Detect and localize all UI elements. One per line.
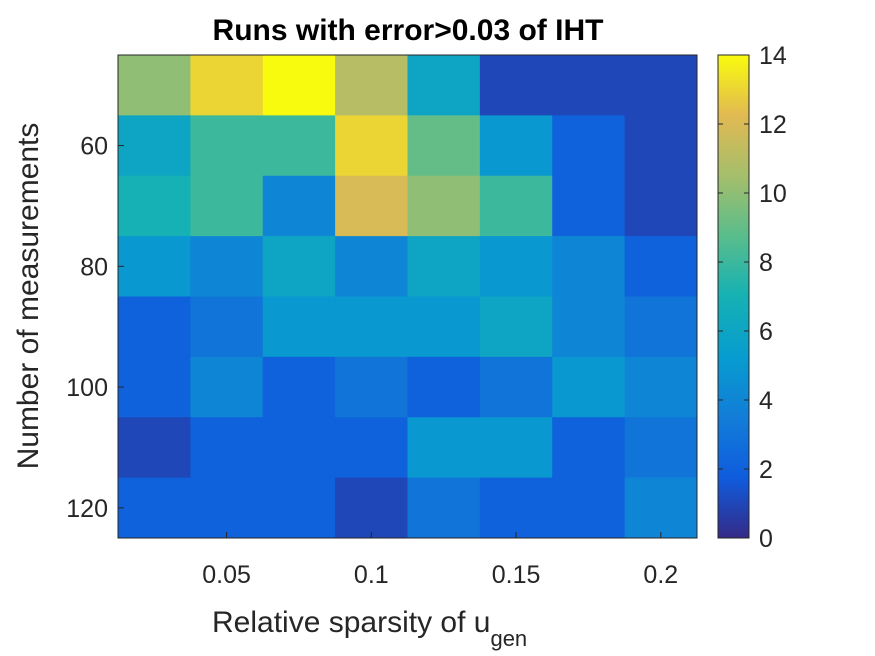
heatmap-cell [479, 417, 553, 479]
x-axis-ticks: 0.05 0.1 0.15 0.2 [202, 532, 678, 589]
heatmap-cell [118, 477, 191, 539]
heatmap-cell [552, 417, 626, 479]
heatmap-cell [335, 55, 408, 116]
heatmap-cell [118, 115, 191, 177]
heatmap-cell [190, 356, 264, 418]
colorbar-ticks: 0 2 4 6 8 10 12 14 [718, 42, 787, 553]
heatmap-cell [624, 115, 698, 177]
heatmap-cell [335, 477, 408, 539]
heatmap-cell [190, 55, 264, 116]
heatmap-cell [552, 115, 626, 177]
heatmap-cell [624, 175, 698, 237]
heatmap-cell [407, 115, 481, 177]
heatmap-cell [335, 356, 408, 418]
heatmap-cell [624, 236, 698, 297]
x-tick-label: 0.05 [202, 561, 251, 589]
heatmap-cell [190, 477, 264, 539]
heatmap-cell [407, 296, 481, 358]
heatmap-cell [118, 296, 191, 358]
heatmap-cell [335, 296, 408, 358]
heatmap-cell [190, 175, 264, 237]
heatmap-cell [118, 175, 191, 237]
colorbar-tick-label: 4 [759, 387, 773, 415]
colorbar-tick-label: 14 [759, 42, 787, 70]
heatmap-cell [190, 417, 264, 479]
heatmap-cell [552, 175, 626, 237]
heatmap-cell [335, 417, 408, 479]
heatmap-cell [624, 296, 698, 358]
x-tick-label: 0.1 [354, 561, 389, 589]
heatmap-cell [262, 115, 336, 177]
heatmap-cell [190, 115, 264, 177]
x-tick-label: 0.15 [492, 561, 541, 589]
colorbar-tick-label: 2 [759, 456, 773, 484]
heatmap-cell [118, 236, 191, 297]
heatmap-cell [479, 115, 553, 177]
colorbar-tick-label: 6 [759, 318, 773, 346]
heatmap-cell [118, 55, 191, 116]
y-tick-label: 60 [80, 133, 108, 161]
heatmap-cell [262, 55, 336, 116]
plot-frame [117, 54, 698, 539]
heatmap-cell [407, 417, 481, 479]
y-axis-ticks: 60 80 100 120 [66, 133, 124, 523]
heatmap-cell [552, 55, 626, 116]
heatmap-cell [262, 477, 336, 539]
chart-title: Runs with error>0.03 of IHT [213, 14, 604, 47]
heatmap-cell [262, 175, 336, 237]
heatmap-cell [479, 296, 553, 358]
heatmap-cell [479, 55, 553, 116]
x-axis-label: Relative sparsity of ugen [212, 606, 527, 651]
colorbar-tick-label: 0 [759, 525, 773, 553]
heatmap-cell [190, 236, 264, 297]
heatmap-cell [262, 236, 336, 297]
colorbar-tick-label: 8 [759, 249, 773, 277]
y-tick-label: 80 [80, 253, 108, 281]
colorbar-tick-label: 10 [759, 180, 787, 208]
heatmap-cell [407, 356, 481, 418]
heatmap-cell [624, 417, 698, 479]
x-tick-label: 0.2 [643, 561, 678, 589]
heatmap-cell [624, 55, 698, 116]
heatmap-cell [479, 477, 553, 539]
heatmap-cell [624, 356, 698, 418]
heatmap-cell [262, 417, 336, 479]
heatmap-cell [118, 356, 191, 418]
y-tick-label: 100 [66, 374, 108, 402]
heatmap-cell [335, 175, 408, 237]
heatmap-cell [552, 236, 626, 297]
heatmap-cell [552, 477, 626, 539]
y-tick-label: 120 [66, 495, 108, 523]
heatmap-cell [479, 356, 553, 418]
heatmap-cell [552, 356, 626, 418]
heatmap-cell [407, 477, 481, 539]
heatmap-cell [407, 236, 481, 297]
heatmap-cell [335, 115, 408, 177]
heatmap-cell [190, 296, 264, 358]
colorbar-tick-label: 12 [759, 111, 787, 139]
heatmap-cell [407, 175, 481, 237]
heatmap-cell [624, 477, 698, 539]
y-axis-label: Number of measurements [12, 123, 45, 470]
heatmap-cell [335, 236, 408, 297]
heatmap-cell [262, 356, 336, 418]
x-axis-label-main: Relative sparsity of u [212, 606, 490, 639]
colorbar [717, 54, 750, 539]
heatmap-cell [479, 175, 553, 237]
heatmap-cell [479, 236, 553, 297]
heatmap-cell [407, 55, 481, 116]
heatmap-cell [118, 417, 191, 479]
heatmap-cells [118, 55, 698, 539]
x-axis-label-subscript: gen [490, 626, 527, 651]
heatmap-cell [262, 296, 336, 358]
heatmap-cell [552, 296, 626, 358]
